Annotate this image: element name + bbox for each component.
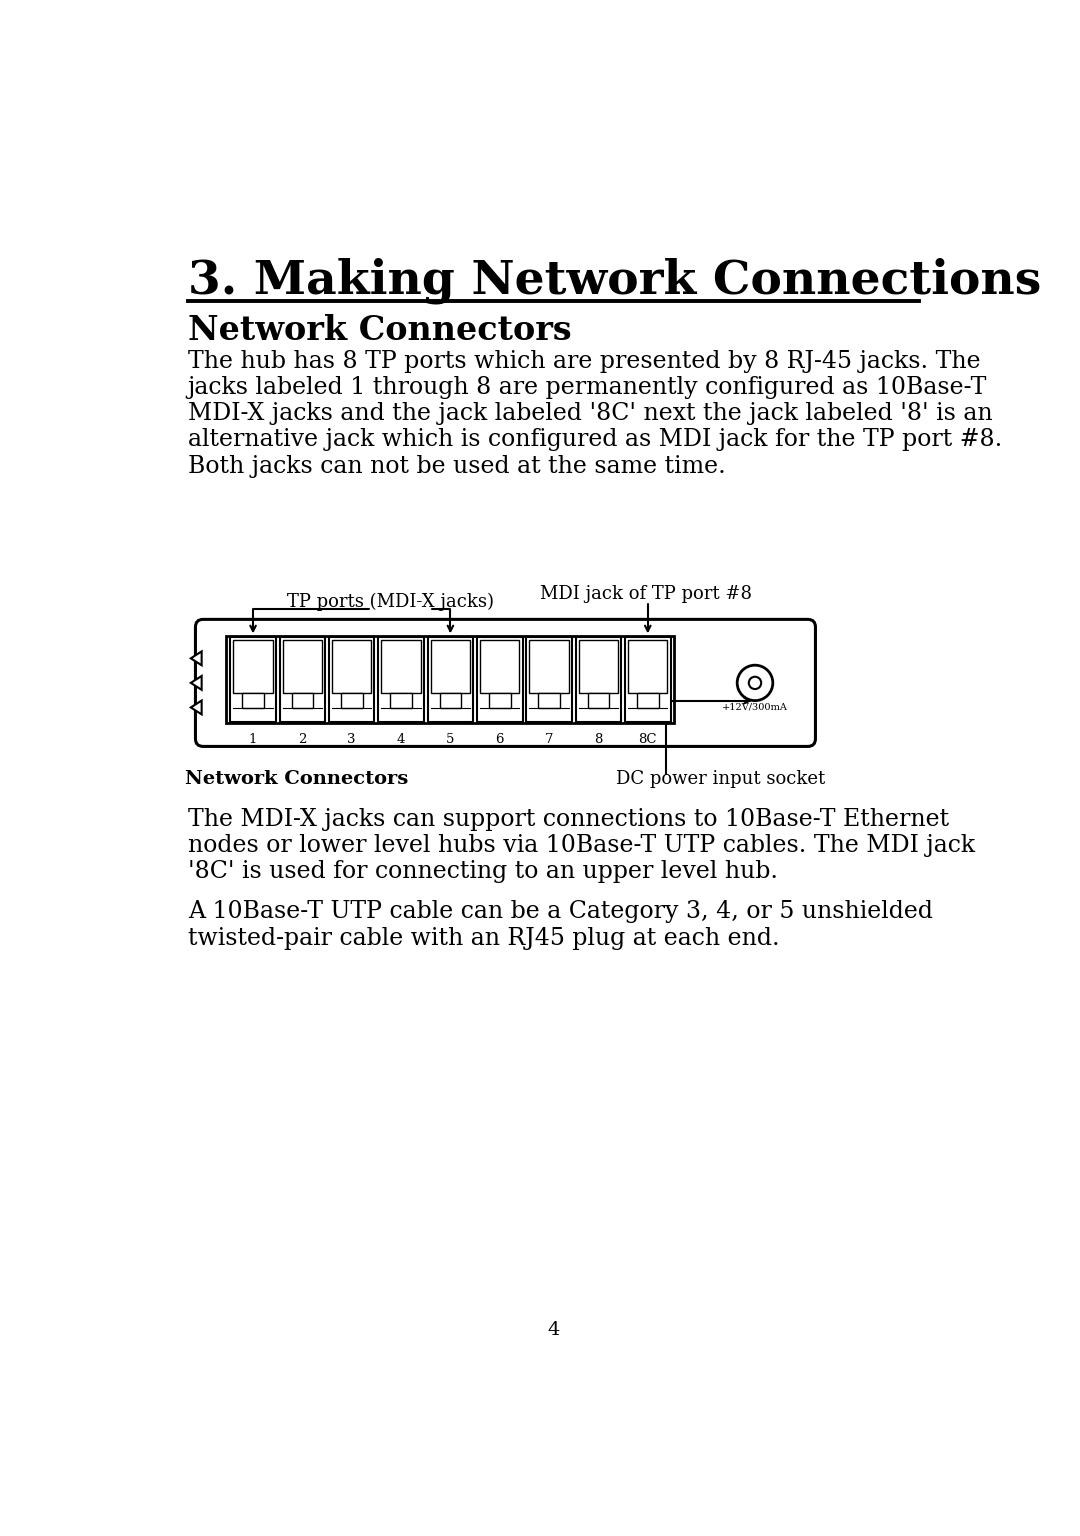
Circle shape: [738, 665, 773, 700]
Text: 3. Making Network Connections: 3. Making Network Connections: [188, 258, 1041, 304]
Text: Network Connectors: Network Connectors: [185, 770, 408, 788]
Text: +12V/300mA: +12V/300mA: [723, 702, 788, 711]
Bar: [428, 637, 473, 722]
Polygon shape: [191, 651, 202, 665]
Bar: [489, 693, 511, 708]
Bar: [333, 641, 372, 693]
Text: nodes or lower level hubs via 10Base-T UTP cables. The MDI jack: nodes or lower level hubs via 10Base-T U…: [188, 834, 975, 857]
Bar: [381, 641, 421, 693]
Text: MDI jack of TP port #8: MDI jack of TP port #8: [540, 585, 753, 602]
Text: twisted-pair cable with an RJ45 plug at each end.: twisted-pair cable with an RJ45 plug at …: [188, 926, 780, 949]
Text: 8: 8: [594, 733, 603, 746]
Bar: [242, 693, 264, 708]
Text: 4: 4: [396, 733, 405, 746]
Bar: [576, 637, 621, 722]
Text: Network Connectors: Network Connectors: [188, 313, 571, 347]
Text: 7: 7: [544, 733, 553, 746]
Polygon shape: [191, 700, 202, 714]
Text: A 10Base-T UTP cable can be a Category 3, 4, or 5 unshielded: A 10Base-T UTP cable can be a Category 3…: [188, 900, 933, 923]
Bar: [283, 641, 322, 693]
Bar: [579, 641, 618, 693]
Text: '8C' is used for connecting to an upper level hub.: '8C' is used for connecting to an upper …: [188, 860, 778, 883]
Text: The MDI-X jacks can support connections to 10Base-T Ethernet: The MDI-X jacks can support connections …: [188, 808, 949, 831]
Bar: [625, 637, 671, 722]
Bar: [481, 641, 519, 693]
Bar: [538, 693, 559, 708]
Bar: [230, 637, 275, 722]
Bar: [529, 641, 569, 693]
Bar: [292, 693, 313, 708]
Text: 1: 1: [248, 733, 257, 746]
Bar: [390, 693, 411, 708]
Bar: [588, 693, 609, 708]
Text: Both jacks can not be used at the same time.: Both jacks can not be used at the same t…: [188, 455, 726, 478]
FancyBboxPatch shape: [195, 619, 815, 746]
Text: jacks labeled 1 through 8 are permanently configured as 10Base-T: jacks labeled 1 through 8 are permanentl…: [188, 376, 987, 399]
Bar: [629, 641, 667, 693]
Bar: [341, 693, 363, 708]
Text: 2: 2: [298, 733, 307, 746]
Text: The hub has 8 TP ports which are presented by 8 RJ-45 jacks. The: The hub has 8 TP ports which are present…: [188, 350, 981, 373]
Polygon shape: [191, 676, 202, 690]
Bar: [431, 641, 470, 693]
Text: 8C: 8C: [638, 733, 657, 746]
Text: 5: 5: [446, 733, 455, 746]
Text: TP ports (MDI-X jacks): TP ports (MDI-X jacks): [287, 593, 495, 611]
Bar: [329, 637, 375, 722]
Bar: [280, 637, 325, 722]
Text: DC power input socket: DC power input socket: [616, 770, 825, 788]
Bar: [477, 637, 523, 722]
Bar: [637, 693, 659, 708]
Bar: [233, 641, 272, 693]
Text: 6: 6: [496, 733, 504, 746]
Bar: [440, 693, 461, 708]
Bar: [526, 637, 571, 722]
Text: 3: 3: [348, 733, 356, 746]
Bar: [378, 637, 423, 722]
Circle shape: [748, 677, 761, 690]
Text: alternative jack which is configured as MDI jack for the TP port #8.: alternative jack which is configured as …: [188, 429, 1002, 452]
Text: MDI-X jacks and the jack labeled '8C' next the jack labeled '8' is an: MDI-X jacks and the jack labeled '8C' ne…: [188, 402, 993, 425]
Text: 4: 4: [548, 1321, 559, 1339]
Bar: [227, 636, 674, 722]
